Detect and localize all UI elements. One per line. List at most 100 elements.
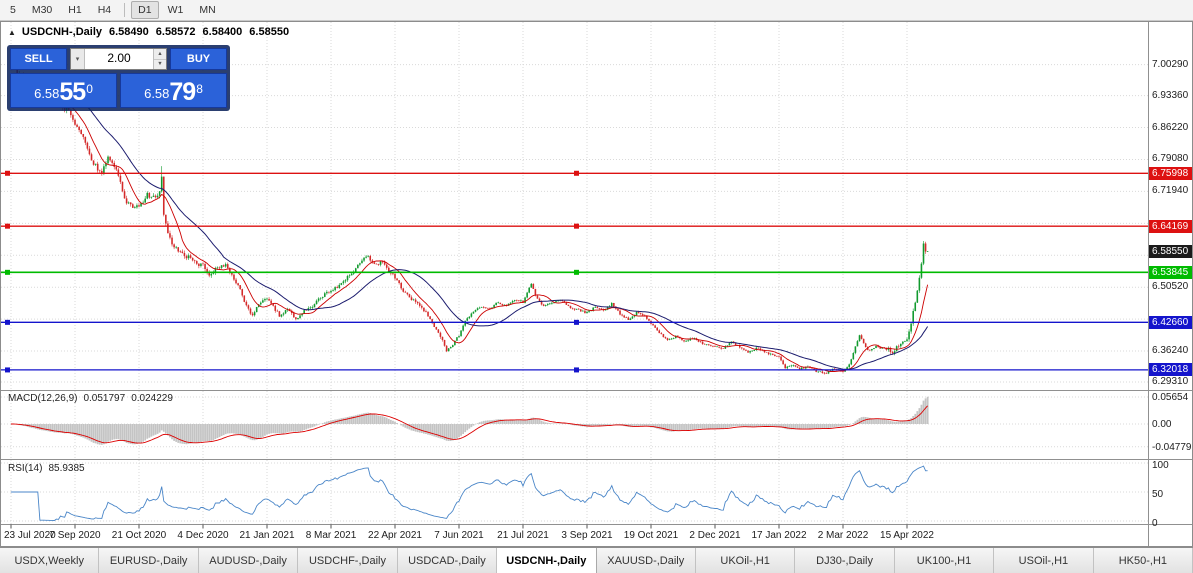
- tab-usdcad-daily[interactable]: USDCAD-,Daily: [397, 548, 498, 573]
- price-axis-label: 6.36240: [1152, 345, 1189, 357]
- time-axis-label: 19 Oct 2021: [623, 530, 679, 541]
- trade-panel-collapse-icon[interactable]: ▲: [8, 27, 16, 37]
- time-axis-label: 17 Jan 2022: [751, 530, 807, 541]
- macd-histogram: [12, 396, 929, 445]
- chart-header: ▲ USDCNH-,Daily 6.58490 6.58572 6.58400 …: [8, 26, 289, 38]
- tab-eurusd-daily[interactable]: EURUSD-,Daily: [99, 548, 199, 573]
- volume-input[interactable]: 2.00: [107, 51, 131, 65]
- timeframe-button-m30[interactable]: M30: [31, 4, 53, 16]
- price-axis-label: 6.29310: [1152, 376, 1189, 388]
- level-handle[interactable]: [574, 223, 579, 229]
- macd-name: MACD(12,26,9): [8, 393, 78, 404]
- time-axis-label: 21 Oct 2020: [111, 530, 167, 541]
- volume-spinner[interactable]: ▲ ▼: [153, 49, 166, 69]
- time-axis-label: 8 Mar 2021: [305, 530, 357, 541]
- timeframe-button-h4[interactable]: H4: [97, 4, 112, 16]
- buy-price-fraction: 8: [196, 82, 203, 96]
- macd-axis-label: 0.00: [1152, 419, 1172, 430]
- tab-dj30-daily[interactable]: DJ30-,Daily: [795, 548, 895, 573]
- buy-button[interactable]: BUY: [170, 48, 227, 70]
- ohlc-open-value: 6.58490: [109, 26, 149, 38]
- tab-usdchf-daily[interactable]: USDCHF-,Daily: [298, 548, 398, 573]
- volume-dropdown-icon[interactable]: ▾: [71, 49, 85, 69]
- macd-signal-value: 0.024229: [131, 393, 173, 404]
- time-axis-label: 7 Sep 2020: [49, 530, 101, 541]
- tab-uk100-h1[interactable]: UK100-,H1: [894, 548, 995, 573]
- tab-ukoil-h1[interactable]: UKOil-,H1: [695, 548, 796, 573]
- level-handle[interactable]: [5, 269, 10, 275]
- down-candle-bodies: [10, 65, 927, 374]
- volume-control[interactable]: ▾ 2.00 ▲ ▼: [70, 48, 167, 70]
- price-level-line[interactable]: [1, 319, 1148, 325]
- sell-price-button[interactable]: 6.58 55 0: [10, 73, 117, 108]
- buy-price-pips: 79: [169, 78, 196, 106]
- chart-window: ▲ USDCNH-,Daily 6.58490 6.58572 6.58400 …: [0, 21, 1193, 547]
- time-axis-label: 2 Dec 2021: [689, 530, 741, 541]
- price-chart-canvas[interactable]: [1, 22, 1192, 546]
- buy-price-base: 6.58: [144, 86, 170, 101]
- ma-fast-line: [29, 73, 929, 372]
- ohlc-close-value: 6.58550: [249, 26, 290, 38]
- level-handle[interactable]: [574, 269, 579, 275]
- price-level-line[interactable]: [1, 223, 1148, 229]
- time-axis-label: 2 Mar 2022: [817, 530, 869, 541]
- time-axis-label: 15 Apr 2022: [880, 530, 934, 541]
- tab-audusd-daily[interactable]: AUDUSD-,Daily: [198, 548, 299, 573]
- timeframe-button-d1[interactable]: D1: [131, 1, 159, 19]
- sell-button[interactable]: SELL: [10, 48, 67, 70]
- timeframe-button-h1[interactable]: H1: [68, 4, 82, 16]
- level-handle[interactable]: [5, 319, 10, 325]
- sell-price-fraction: 0: [86, 82, 93, 96]
- tab-usdcnh-daily[interactable]: USDCNH-,Daily: [497, 548, 597, 573]
- level-handle[interactable]: [574, 170, 579, 176]
- ohlc-high-value: 6.58572: [155, 26, 196, 38]
- tab-usoil-h1[interactable]: USOil-,H1: [994, 548, 1094, 573]
- level-price-badge[interactable]: 6.75998: [1149, 166, 1192, 180]
- price-axis-label: 7.00290: [1152, 58, 1189, 70]
- time-axis-label: 7 Jun 2021: [434, 530, 484, 541]
- price-axis-label: 6.93360: [1152, 89, 1189, 101]
- ma-slow-line: [70, 89, 929, 370]
- tab-usdx-weekly[interactable]: USDX,Weekly: [0, 548, 100, 573]
- one-click-trading-panel: SELL ▾ 2.00 ▲ ▼ BUY 6.58 55 0 6.58 79 8: [7, 45, 230, 111]
- price-axis-label: 6.79080: [1152, 153, 1189, 165]
- rsi-indicator-label: RSI(14) 85.9385: [8, 463, 85, 474]
- level-price-badge[interactable]: 6.42660: [1149, 315, 1192, 329]
- price-axis-label: 6.86220: [1152, 121, 1189, 133]
- sell-price-base: 6.58: [34, 86, 60, 101]
- macd-indicator-label: MACD(12,26,9) 0.051797 0.024229: [8, 393, 173, 404]
- level-handle[interactable]: [574, 319, 579, 325]
- buy-price-button[interactable]: 6.58 79 8: [120, 73, 227, 108]
- timeframe-button-5[interactable]: 5: [10, 4, 16, 16]
- time-axis-label: 21 Jan 2021: [239, 530, 295, 541]
- time-axis-label: 4 Dec 2020: [177, 530, 229, 541]
- level-handle[interactable]: [5, 170, 10, 176]
- volume-decrease-icon[interactable]: ▼: [154, 59, 166, 69]
- level-price-badge[interactable]: 6.53845: [1149, 265, 1192, 279]
- level-price-badge[interactable]: 6.64169: [1149, 219, 1192, 233]
- level-handle[interactable]: [5, 367, 10, 373]
- current-price-badge[interactable]: 6.58550: [1149, 244, 1192, 258]
- level-handle[interactable]: [574, 367, 579, 373]
- level-handle[interactable]: [5, 223, 10, 229]
- level-price-badge[interactable]: 6.32018: [1149, 363, 1192, 377]
- price-axis-label: 6.50520: [1152, 281, 1189, 293]
- chart-tab-bar: USDX,Weekly EURUSD-,Daily AUDUSD-,Daily USD…: [0, 547, 1193, 573]
- rsi-axis-label: 100: [1152, 460, 1169, 471]
- tab-hk50-h1[interactable]: HK50-,H1: [1093, 548, 1193, 573]
- time-axis-label: 21 Jul 2021: [497, 530, 549, 541]
- timeframe-toolbar: 5 M30 H1 H4 D1 W1 MN: [0, 0, 1193, 21]
- time-axis-label: 22 Apr 2021: [368, 530, 422, 541]
- rsi-axis-label: 50: [1152, 489, 1164, 500]
- price-axis-label: 6.71940: [1152, 185, 1189, 197]
- time-axis-label: 23 Jul 2020: [4, 530, 56, 541]
- sell-price-pips: 55: [59, 78, 86, 106]
- timeframe-button-mn[interactable]: MN: [199, 4, 216, 16]
- macd-value: 0.051797: [83, 393, 126, 404]
- volume-increase-icon[interactable]: ▲: [154, 49, 166, 60]
- timeframe-button-w1[interactable]: W1: [167, 4, 184, 16]
- price-level-line[interactable]: [1, 170, 1148, 176]
- price-level-line[interactable]: [1, 367, 1148, 373]
- tab-xauusd-daily[interactable]: XAUUSD-,Daily: [596, 548, 696, 573]
- price-level-line[interactable]: [1, 269, 1148, 275]
